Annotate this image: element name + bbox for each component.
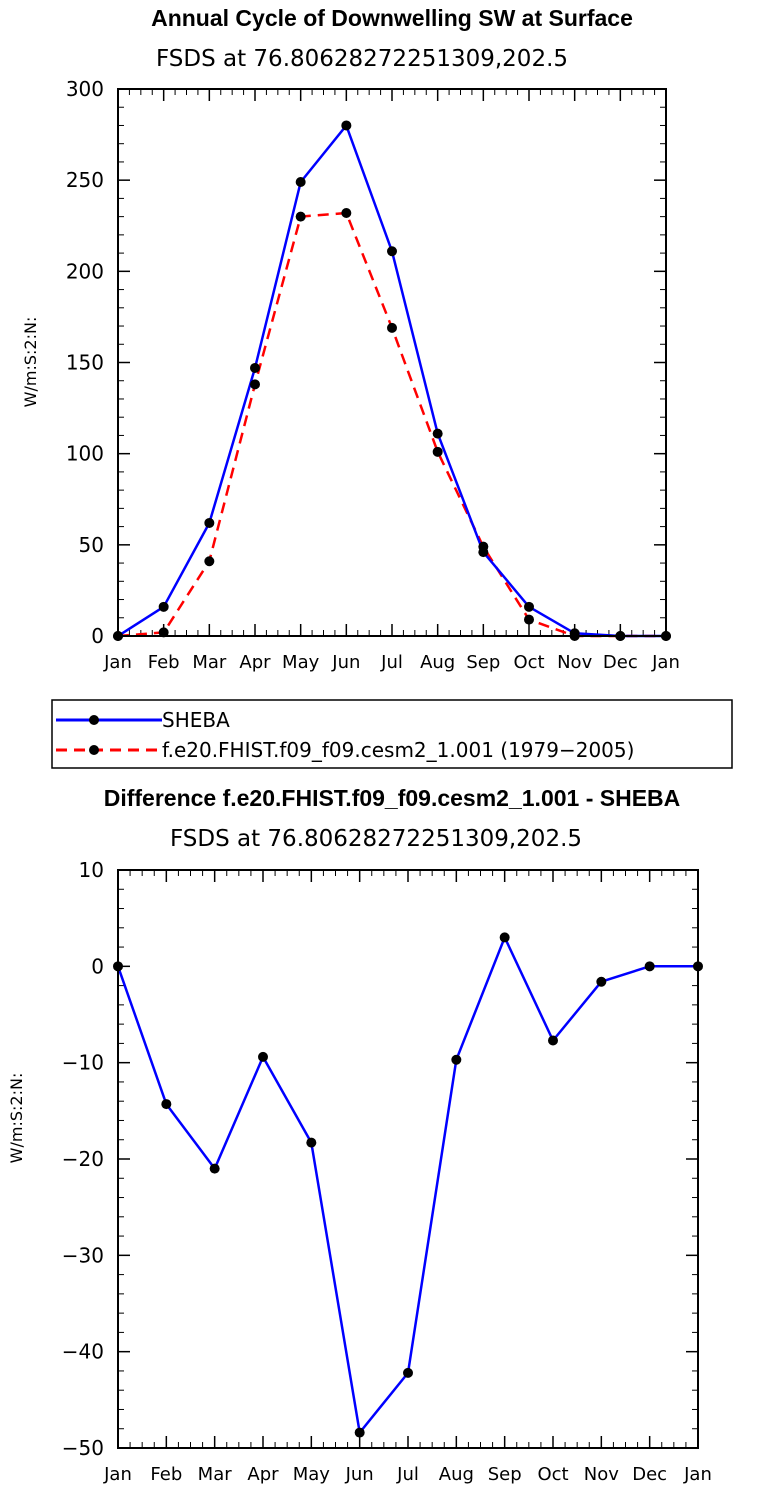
chart1-series-2-line [117, 211, 666, 638]
annual-cycle-chart: Annual Cycle of Downwelling SW at Surfac… [21, 5, 680, 673]
chart1-xtick-label: Jan [651, 652, 680, 673]
difference-chart: Difference f.e20.FHIST.f09_f09.cesm2_1.0… [7, 785, 712, 1485]
chart2-series-1-point [644, 961, 655, 972]
chart2-xtick-label: Nov [584, 1464, 619, 1485]
chart2-xtick-label: Dec [632, 1464, 667, 1485]
chart2-series-1-point [403, 1367, 413, 1378]
chart1-title: Annual Cycle of Downwelling SW at Surfac… [151, 5, 633, 31]
chart1-plot-frame [117, 88, 667, 637]
chart1-subtitle: FSDS at 76.80628272251309,202.5 [156, 46, 568, 72]
chart2-xtick-label: Oct [537, 1464, 568, 1485]
chart1-series-2-point [341, 207, 352, 218]
chart1-ytick-label: 50 [79, 533, 104, 557]
chart2-xtick-label: May [293, 1464, 331, 1485]
chart2-series-1-point [499, 932, 510, 943]
chart1-ytick-label: 100 [66, 442, 104, 466]
chart1-ytick-label: 300 [66, 77, 104, 101]
chart1-series-1-point [204, 517, 215, 528]
chart1-series-2-point [524, 614, 534, 625]
chart2-series-1-line [116, 936, 698, 1434]
chart2-xtick-label: Feb [150, 1464, 182, 1485]
chart1-legend: SHEBA f.e20.FHIST.f09_f09.cesm2_1.001 (1… [51, 699, 733, 769]
chart1-xtick-label: May [282, 652, 320, 673]
chart1-xtick-label: Dec [603, 652, 638, 673]
chart1-series-1-point [478, 547, 489, 558]
chart2-xtick-label: Jun [345, 1464, 374, 1485]
chart1-xtick-label: Feb [148, 652, 180, 673]
chart1-series-2-point [250, 379, 260, 390]
chart1-ytick-label: 0 [91, 624, 104, 648]
chart2-series-1-point [451, 1054, 462, 1065]
chart1-xtick-label: Nov [557, 652, 592, 673]
legend-cesm-marker [89, 745, 99, 755]
chart1-xtick-label: Mar [192, 652, 227, 673]
chart1-series-1-point [341, 120, 352, 131]
chart1-xtick-label: Jul [380, 652, 403, 673]
chart2-plot-frame [117, 869, 699, 1449]
chart2-series-1-point [161, 1099, 172, 1110]
chart1-series-1-point [524, 601, 534, 612]
chart1-xtick-label: Apr [239, 652, 271, 673]
chart1-series-1-point [158, 601, 169, 612]
chart2-ytick-label: 0 [91, 954, 104, 978]
chart2-title: Difference f.e20.FHIST.f09_f09.cesm2_1.0… [104, 785, 681, 811]
chart1-series-1-point [295, 176, 306, 187]
chart2-series-1-point [548, 1035, 558, 1046]
chart2-ytick-label: −50 [62, 1436, 104, 1460]
chart2-xtick-label: Mar [198, 1464, 233, 1485]
chart1-xtick-label: Sep [466, 652, 500, 673]
chart1-xtick-label: Oct [513, 652, 544, 673]
chart2-xtick-label: Jul [396, 1464, 419, 1485]
chart2-series-1-point [354, 1427, 365, 1438]
chart2-xtick-label: Sep [488, 1464, 522, 1485]
chart2-xtick-label: Apr [247, 1464, 279, 1485]
chart2-series-1-point [209, 1163, 220, 1174]
chart2-ytick-label: −10 [62, 1051, 104, 1075]
chart2-xtick-label: Jan [683, 1464, 712, 1485]
chart1-series-1-line [117, 124, 666, 638]
legend-sheba-marker [89, 715, 99, 725]
chart1-ytick-label: 250 [66, 168, 104, 192]
chart2-series-1-point [306, 1137, 317, 1148]
chart1-xtick-label: Aug [420, 652, 455, 673]
chart1-series-2-point [432, 446, 443, 457]
chart2-xtick-label: Aug [439, 1464, 474, 1485]
chart2-ytick-label: −20 [62, 1147, 104, 1171]
chart2-series-1-point [596, 976, 607, 987]
chart1-series-1-point [432, 428, 443, 439]
chart1-series-2-point [158, 627, 169, 638]
chart1-ytick-label: 200 [66, 259, 104, 283]
legend-sheba-label: SHEBA [162, 708, 230, 732]
chart1-series-1-point [250, 362, 260, 373]
chart2-ytick-label: −40 [62, 1340, 104, 1364]
chart1-series-1-point [387, 246, 397, 257]
chart1-xtick-label: Jun [331, 652, 360, 673]
chart2-series-1-point [258, 1051, 268, 1062]
legend-box [51, 699, 733, 769]
chart2-ytick-label: −30 [62, 1243, 104, 1267]
chart2-ytick-label: 10 [79, 858, 104, 882]
chart1-series-2-point [295, 211, 306, 222]
chart2-xtick-label: Jan [103, 1464, 132, 1485]
chart1-ylabel: W/m:S:2:N: [21, 317, 40, 408]
chart1-series-2-point [204, 556, 215, 567]
chart1-xtick-label: Jan [103, 652, 132, 673]
chart1-series-2-point [387, 322, 397, 333]
chart2-ylabel: W/m:S:2:N: [7, 1073, 26, 1164]
chart1-ytick-label: 150 [66, 351, 104, 375]
legend-cesm-label: f.e20.FHIST.f09_f09.cesm2_1.001 (1979−20… [162, 738, 634, 762]
chart2-subtitle: FSDS at 76.80628272251309,202.5 [170, 826, 582, 852]
